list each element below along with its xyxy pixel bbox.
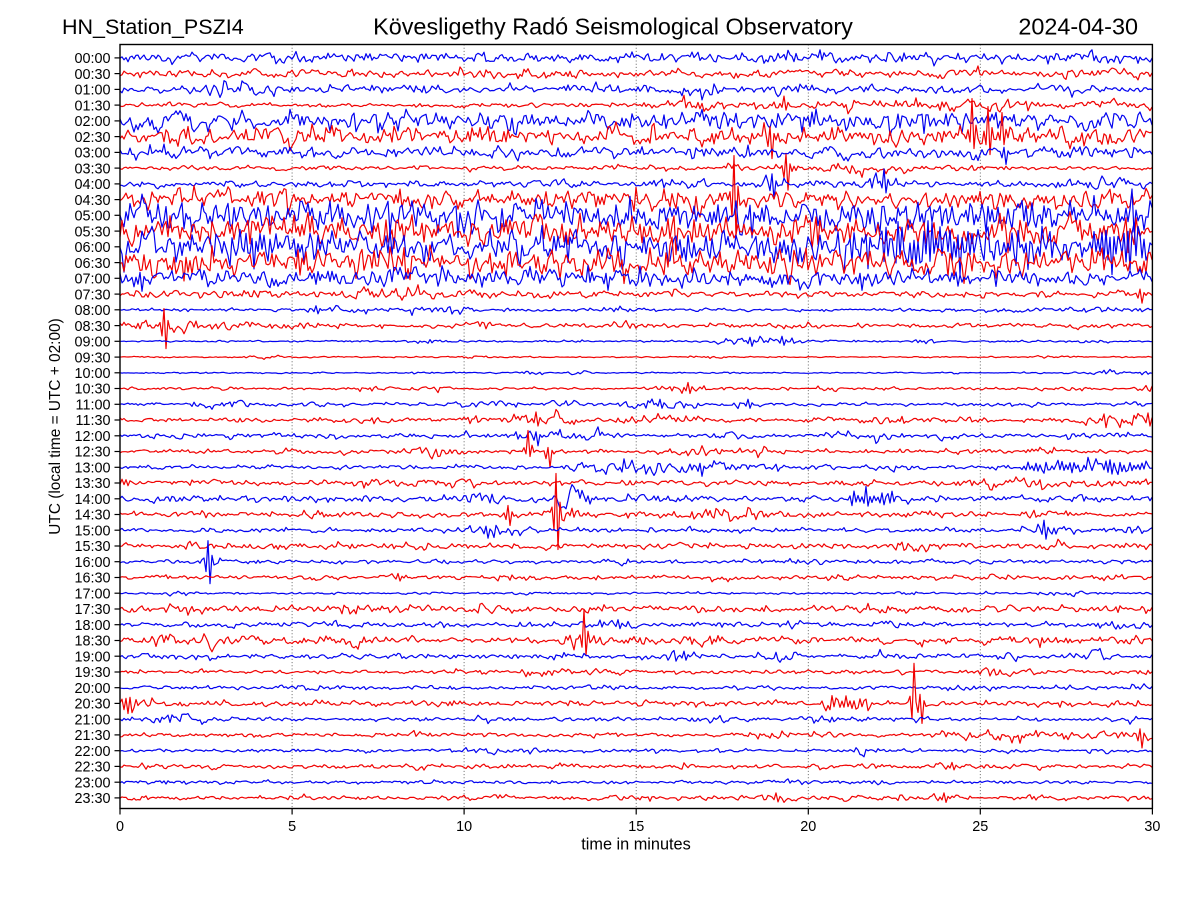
- svg-text:01:30: 01:30: [74, 98, 110, 114]
- svg-text:23:00: 23:00: [74, 775, 110, 791]
- svg-text:16:00: 16:00: [74, 555, 110, 571]
- svg-text:07:00: 07:00: [74, 272, 110, 288]
- svg-text:time in minutes: time in minutes: [581, 836, 691, 854]
- svg-text:18:00: 18:00: [74, 618, 110, 634]
- svg-text:UTC (local time = UTC + 02:00): UTC (local time = UTC + 02:00): [47, 318, 64, 534]
- svg-text:15:30: 15:30: [74, 539, 110, 555]
- svg-text:06:00: 06:00: [74, 240, 110, 256]
- svg-text:0: 0: [116, 819, 124, 835]
- svg-text:09:00: 09:00: [74, 335, 110, 351]
- svg-text:02:30: 02:30: [74, 130, 110, 146]
- svg-text:13:30: 13:30: [74, 476, 110, 492]
- svg-text:09:30: 09:30: [74, 350, 110, 366]
- svg-text:18:30: 18:30: [74, 634, 110, 650]
- svg-text:03:00: 03:00: [74, 146, 110, 162]
- svg-text:25: 25: [972, 819, 988, 835]
- svg-text:05:00: 05:00: [74, 209, 110, 225]
- svg-text:07:30: 07:30: [74, 287, 110, 303]
- svg-text:05:30: 05:30: [74, 224, 110, 240]
- svg-text:02:00: 02:00: [74, 114, 110, 130]
- svg-text:03:30: 03:30: [74, 161, 110, 177]
- svg-text:11:00: 11:00: [76, 398, 111, 414]
- svg-text:20:30: 20:30: [74, 697, 110, 713]
- svg-text:11:30: 11:30: [76, 413, 111, 429]
- svg-text:10: 10: [456, 819, 472, 835]
- svg-text:14:30: 14:30: [74, 508, 110, 524]
- svg-text:30: 30: [1144, 819, 1160, 835]
- svg-text:14:00: 14:00: [74, 492, 110, 508]
- svg-text:19:30: 19:30: [74, 665, 110, 681]
- svg-text:01:00: 01:00: [74, 83, 110, 99]
- svg-text:17:30: 17:30: [74, 602, 110, 618]
- svg-text:16:30: 16:30: [74, 571, 110, 587]
- svg-text:13:00: 13:00: [74, 461, 110, 477]
- svg-text:04:00: 04:00: [74, 177, 110, 193]
- svg-text:23:30: 23:30: [74, 791, 110, 807]
- svg-text:20:00: 20:00: [74, 681, 110, 697]
- svg-text:19:00: 19:00: [74, 649, 110, 665]
- svg-text:15:00: 15:00: [74, 524, 110, 540]
- svg-text:10:30: 10:30: [74, 382, 110, 398]
- svg-text:06:30: 06:30: [74, 256, 110, 272]
- svg-text:00:30: 00:30: [74, 67, 110, 83]
- svg-text:5: 5: [288, 819, 296, 835]
- svg-text:10:00: 10:00: [74, 366, 110, 382]
- svg-text:Kövesligethy Radó Seismologica: Kövesligethy Radó Seismological Observat…: [373, 14, 853, 40]
- svg-text:21:00: 21:00: [74, 712, 110, 728]
- svg-text:15: 15: [628, 819, 644, 835]
- svg-text:2024-04-30: 2024-04-30: [1018, 14, 1138, 40]
- svg-text:17:00: 17:00: [74, 586, 110, 602]
- svg-text:22:00: 22:00: [74, 744, 110, 760]
- svg-text:21:30: 21:30: [74, 728, 110, 744]
- svg-text:22:30: 22:30: [74, 760, 110, 776]
- svg-text:08:00: 08:00: [74, 303, 110, 319]
- svg-text:04:30: 04:30: [74, 193, 110, 209]
- svg-text:HN_Station_PSZI4: HN_Station_PSZI4: [62, 15, 244, 39]
- svg-text:00:00: 00:00: [74, 51, 110, 67]
- svg-text:08:30: 08:30: [74, 319, 110, 335]
- svg-text:20: 20: [800, 819, 816, 835]
- svg-text:12:30: 12:30: [74, 445, 110, 461]
- svg-text:12:00: 12:00: [74, 429, 110, 445]
